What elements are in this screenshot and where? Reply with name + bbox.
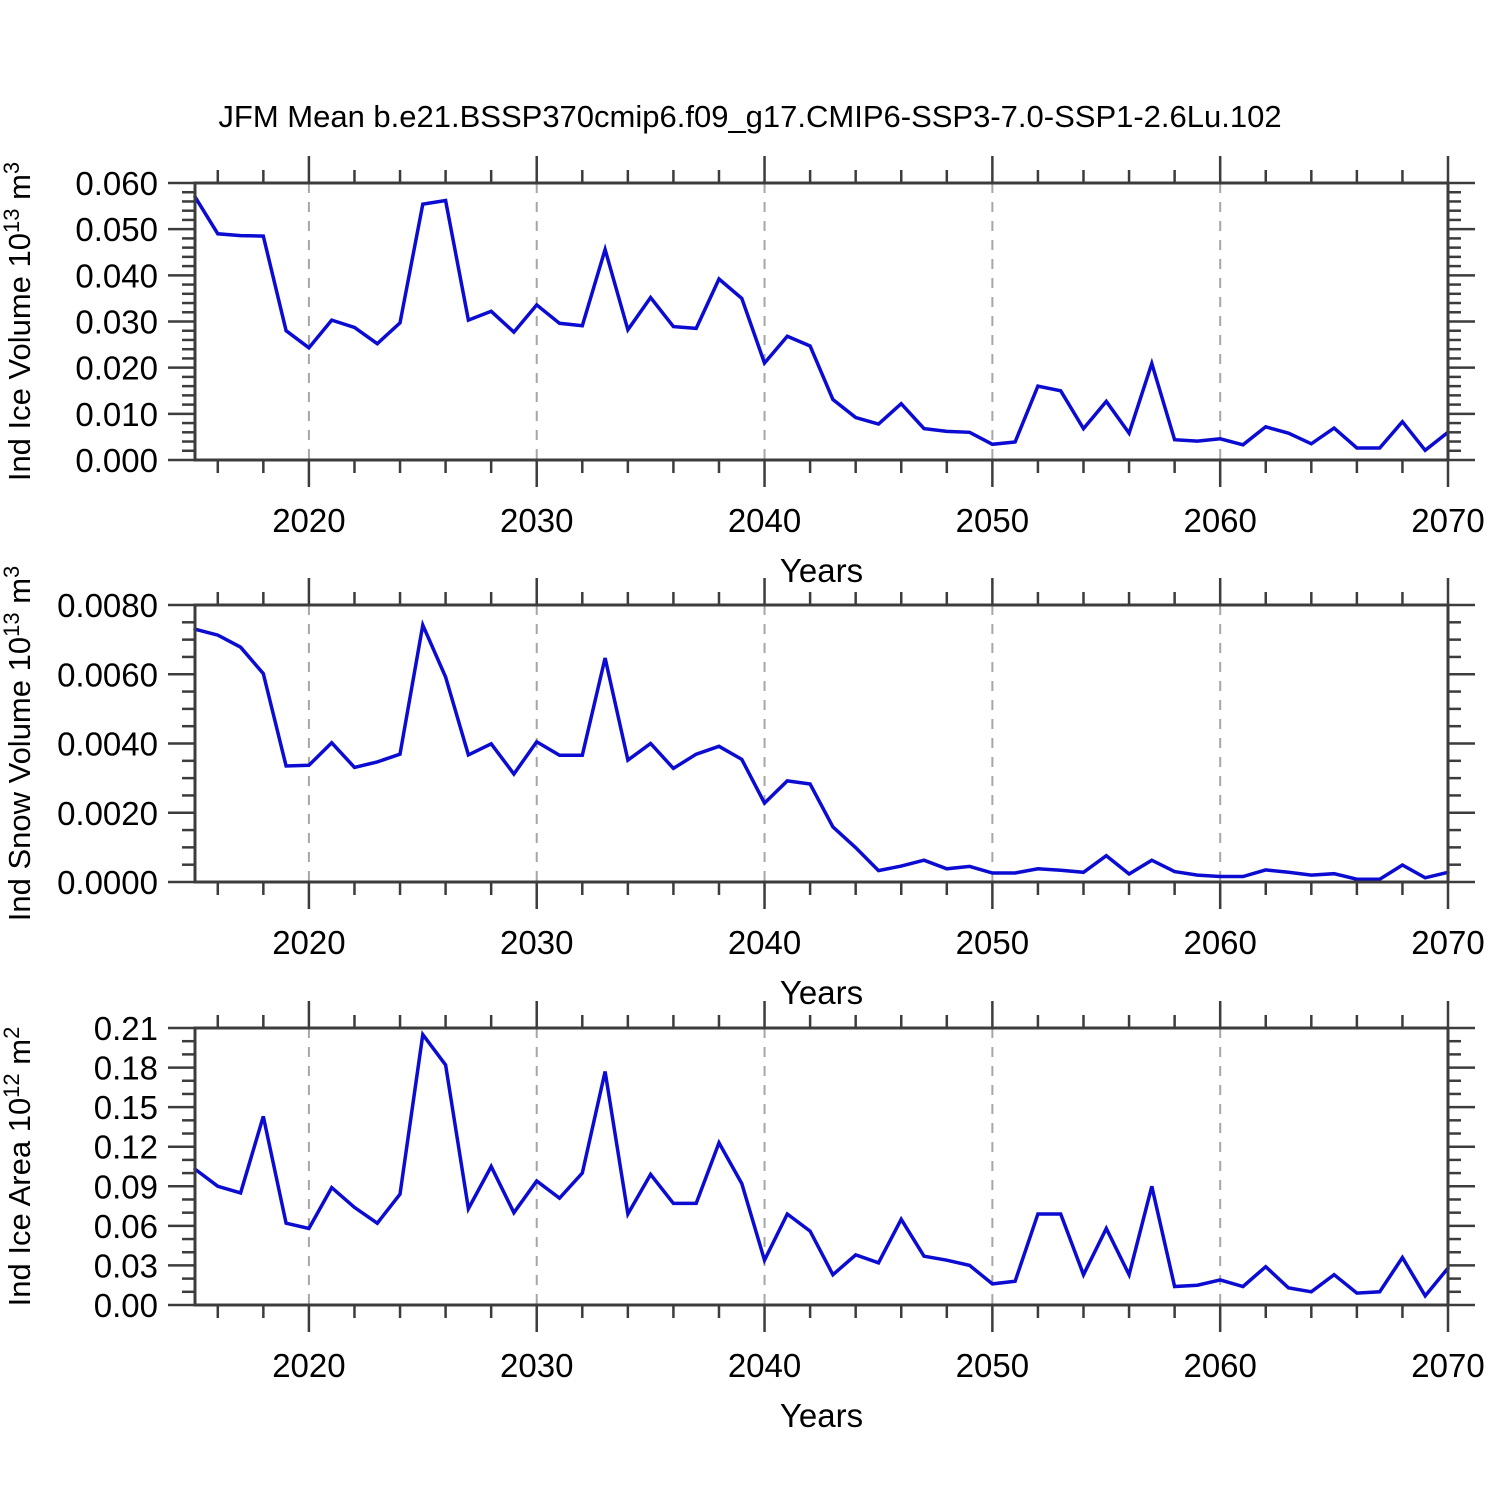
- y-axis-title: Ind Snow Volume 1013 m3: [0, 566, 37, 922]
- x-tick-label: 2030: [500, 924, 573, 961]
- x-tick-label: 2070: [1411, 502, 1484, 539]
- y-tick-label: 0.03: [94, 1247, 158, 1284]
- x-tick-label: 2020: [272, 502, 345, 539]
- y-tick-label: 0.0040: [57, 726, 158, 763]
- y-tick-label: 0.06: [94, 1208, 158, 1245]
- y-tick-label: 0.040: [75, 257, 158, 294]
- panel-snow-volume: 0.0000 0.0020 0.0040 0.0060 0.0080 2020 2030 20…: [0, 566, 1485, 1011]
- series-line-snow-volume: [193, 619, 1450, 881]
- series-line-ice-volume: [193, 195, 1450, 453]
- y-tick-label: 0.21: [94, 1010, 158, 1047]
- y-tick-label: 0.00: [94, 1287, 158, 1324]
- y-tick-label: 0.000: [75, 442, 158, 479]
- y-axis-title: Ind Ice Volume 1013 m3: [0, 162, 37, 481]
- y-tick-label: 0.15: [94, 1089, 158, 1126]
- x-tick-label: 2060: [1183, 502, 1256, 539]
- plot-frame: [193, 603, 1450, 884]
- y-tick-label: 0.060: [75, 165, 158, 202]
- y-tick-label: 0.0060: [57, 656, 158, 693]
- y-axis-title: Ind Ice Area 1012 m2: [0, 1027, 37, 1307]
- x-tick-label: 2030: [500, 1347, 573, 1384]
- figure-title: JFM Mean b.e21.BSSP370cmip6.f09_g17.CMIP…: [218, 99, 1281, 134]
- y-tick-label: 0.010: [75, 396, 158, 433]
- x-tick-label: 2070: [1411, 924, 1484, 961]
- x-tick-label: 2070: [1411, 1347, 1484, 1384]
- x-tick-label: 2040: [728, 502, 801, 539]
- y-tick-label: 0.0000: [57, 864, 158, 901]
- x-tick-label: 2050: [956, 1347, 1029, 1384]
- x-tick-label: 2060: [1183, 924, 1256, 961]
- panel-ice-area: 0.000.030.060.090.120.150.180.21 2020 2030…: [0, 1001, 1485, 1434]
- panel-ice-volume: 0.000 0.010 0.020 0.030 0.040 0.050 0.060 2020 2…: [0, 156, 1485, 589]
- y-tick-label: 0.050: [75, 211, 158, 248]
- y-tick-label: 0.0020: [57, 795, 158, 832]
- y-tick-label: 0.12: [94, 1129, 158, 1166]
- plot-frame: [193, 181, 1450, 462]
- x-axis-title: Years: [780, 974, 863, 1011]
- x-tick-label: 2020: [272, 1347, 345, 1384]
- x-tick-label: 2060: [1183, 1347, 1256, 1384]
- x-axis-title: Years: [780, 1397, 863, 1434]
- y-tick-label: 0.09: [94, 1168, 158, 1205]
- series-line-ice-area: [193, 1030, 1450, 1299]
- y-tick-label: 0.020: [75, 350, 158, 387]
- x-tick-label: 2050: [956, 502, 1029, 539]
- x-tick-label: 2050: [956, 924, 1029, 961]
- y-tick-label: 0.18: [94, 1050, 158, 1087]
- x-tick-label: 2040: [728, 1347, 801, 1384]
- plot-frame: [193, 1026, 1450, 1307]
- x-tick-label: 2040: [728, 924, 801, 961]
- x-tick-label: 2030: [500, 502, 573, 539]
- x-tick-label: 2020: [272, 924, 345, 961]
- y-tick-label: 0.0080: [57, 587, 158, 624]
- x-axis-title: Years: [780, 552, 863, 589]
- y-tick-label: 0.030: [75, 304, 158, 341]
